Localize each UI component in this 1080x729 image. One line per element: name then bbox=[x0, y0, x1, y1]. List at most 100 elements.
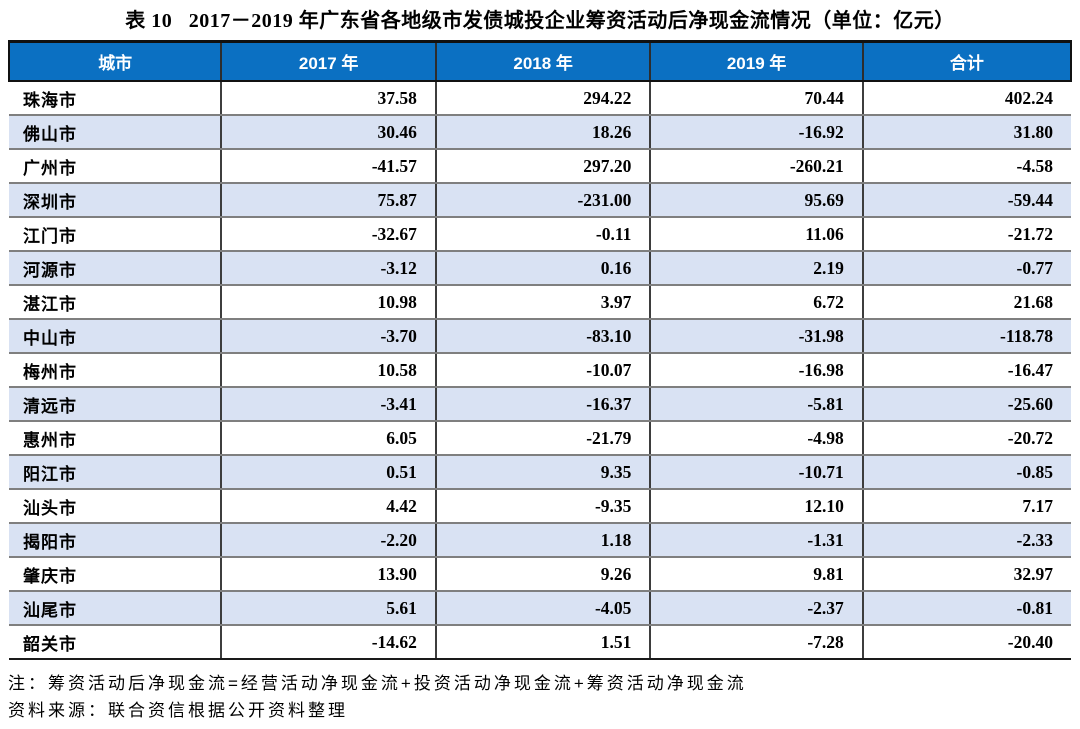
value-cell: 32.97 bbox=[861, 557, 1071, 592]
col-header-city: 城市 bbox=[7, 40, 222, 82]
table-row: 清远市 -3.41 -16.37 -5.81 -25.60 bbox=[9, 387, 1071, 422]
value-cell: 9.81 bbox=[649, 557, 863, 592]
city-cell: 清远市 bbox=[9, 387, 222, 422]
city-cell: 汕头市 bbox=[9, 489, 222, 524]
value-cell: 18.26 bbox=[434, 115, 651, 150]
city-cell: 佛山市 bbox=[9, 115, 222, 150]
value-cell: -7.28 bbox=[649, 625, 863, 660]
value-cell: -21.79 bbox=[434, 421, 651, 456]
value-cell: 2.19 bbox=[649, 251, 863, 286]
note-source: 资料来源：联合资信根据公开资料整理 bbox=[8, 701, 348, 720]
value-cell: 4.42 bbox=[220, 489, 436, 524]
value-cell: -10.71 bbox=[649, 455, 863, 490]
city-cell: 河源市 bbox=[9, 251, 222, 286]
city-cell: 韶关市 bbox=[9, 625, 222, 660]
value-cell: -4.98 bbox=[649, 421, 863, 456]
value-cell: 12.10 bbox=[649, 489, 863, 524]
value-cell: 6.05 bbox=[220, 421, 436, 456]
value-cell: -4.05 bbox=[434, 591, 651, 626]
note-formula: 注：筹资活动后净现金流=经营活动净现金流+投资活动净现金流+筹资活动净现金流 bbox=[8, 674, 747, 693]
value-cell: -0.77 bbox=[861, 251, 1071, 286]
value-cell: -25.60 bbox=[861, 387, 1071, 422]
col-header-total: 合计 bbox=[861, 40, 1073, 82]
table-body: 珠海市 37.58 294.22 70.44 402.24 佛山市 30.46 18.26 -1… bbox=[9, 81, 1071, 660]
value-cell: 13.90 bbox=[220, 557, 436, 592]
value-cell: 3.97 bbox=[434, 285, 651, 320]
value-cell: 95.69 bbox=[649, 183, 863, 218]
value-cell: -3.41 bbox=[220, 387, 436, 422]
value-cell: -9.35 bbox=[434, 489, 651, 524]
value-cell: -16.98 bbox=[649, 353, 863, 388]
value-cell: 31.80 bbox=[861, 115, 1071, 150]
value-cell: 1.18 bbox=[434, 523, 651, 558]
value-cell: -14.62 bbox=[220, 625, 436, 660]
table-row: 珠海市 37.58 294.22 70.44 402.24 bbox=[9, 81, 1071, 116]
value-cell: -59.44 bbox=[861, 183, 1071, 218]
table-row: 惠州市 6.05 -21.79 -4.98 -20.72 bbox=[9, 421, 1071, 456]
table-row: 河源市 -3.12 0.16 2.19 -0.77 bbox=[9, 251, 1071, 286]
value-cell: -3.70 bbox=[220, 319, 436, 354]
value-cell: 9.26 bbox=[434, 557, 651, 592]
col-header-2018: 2018 年 bbox=[434, 40, 651, 82]
table-row: 揭阳市 -2.20 1.18 -1.31 -2.33 bbox=[9, 523, 1071, 558]
value-cell: 10.58 bbox=[220, 353, 436, 388]
value-cell: 1.51 bbox=[434, 625, 651, 660]
city-cell: 深圳市 bbox=[9, 183, 222, 218]
value-cell: 6.72 bbox=[649, 285, 863, 320]
value-cell: 9.35 bbox=[434, 455, 651, 490]
value-cell: -5.81 bbox=[649, 387, 863, 422]
city-cell: 广州市 bbox=[9, 149, 222, 184]
value-cell: -31.98 bbox=[649, 319, 863, 354]
value-cell: 7.17 bbox=[861, 489, 1071, 524]
value-cell: -231.00 bbox=[434, 183, 651, 218]
table-row: 梅州市 10.58 -10.07 -16.98 -16.47 bbox=[9, 353, 1071, 388]
value-cell: 10.98 bbox=[220, 285, 436, 320]
value-cell: 70.44 bbox=[649, 81, 863, 116]
value-cell: -20.72 bbox=[861, 421, 1071, 456]
table-row: 中山市 -3.70 -83.10 -31.98 -118.78 bbox=[9, 319, 1071, 354]
table-row: 深圳市 75.87 -231.00 95.69 -59.44 bbox=[9, 183, 1071, 218]
value-cell: -32.67 bbox=[220, 217, 436, 252]
value-cell: 5.61 bbox=[220, 591, 436, 626]
table-row: 肇庆市 13.90 9.26 9.81 32.97 bbox=[9, 557, 1071, 592]
value-cell: -41.57 bbox=[220, 149, 436, 184]
value-cell: -16.37 bbox=[434, 387, 651, 422]
col-header-2017: 2017 年 bbox=[220, 40, 436, 82]
value-cell: -21.72 bbox=[861, 217, 1071, 252]
table-row: 汕头市 4.42 -9.35 12.10 7.17 bbox=[9, 489, 1071, 524]
value-cell: -20.40 bbox=[861, 625, 1071, 660]
city-cell: 惠州市 bbox=[9, 421, 222, 456]
value-cell: -16.92 bbox=[649, 115, 863, 150]
value-cell: -0.11 bbox=[434, 217, 651, 252]
table-row: 阳江市 0.51 9.35 -10.71 -0.85 bbox=[9, 455, 1071, 490]
city-cell: 揭阳市 bbox=[9, 523, 222, 558]
city-cell: 江门市 bbox=[9, 217, 222, 252]
value-cell: -0.81 bbox=[861, 591, 1071, 626]
table-row: 广州市 -41.57 297.20 -260.21 -4.58 bbox=[9, 149, 1071, 184]
value-cell: 11.06 bbox=[649, 217, 863, 252]
value-cell: -2.20 bbox=[220, 523, 436, 558]
value-cell: -2.33 bbox=[861, 523, 1071, 558]
value-cell: 0.51 bbox=[220, 455, 436, 490]
table-title: 表 10 2017－2019 年广东省各地级市发债城投企业筹资活动后净现金流情况… bbox=[125, 10, 955, 32]
table-row: 汕尾市 5.61 -4.05 -2.37 -0.81 bbox=[9, 591, 1071, 626]
footnotes: 注：筹资活动后净现金流=经营活动净现金流+投资活动净现金流+筹资活动净现金流 资… bbox=[8, 670, 1072, 724]
table-row: 佛山市 30.46 18.26 -16.92 31.80 bbox=[9, 115, 1071, 150]
value-cell: 75.87 bbox=[220, 183, 436, 218]
city-cell: 珠海市 bbox=[9, 81, 222, 116]
value-cell: 30.46 bbox=[220, 115, 436, 150]
value-cell: -3.12 bbox=[220, 251, 436, 286]
header-row: 城市 2017 年 2018 年 2019 年 合计 bbox=[7, 40, 1073, 82]
city-cell: 阳江市 bbox=[9, 455, 222, 490]
table-row: 湛江市 10.98 3.97 6.72 21.68 bbox=[9, 285, 1071, 320]
value-cell: 37.58 bbox=[220, 81, 436, 116]
value-cell: -2.37 bbox=[649, 591, 863, 626]
value-cell: 21.68 bbox=[861, 285, 1071, 320]
city-cell: 湛江市 bbox=[9, 285, 222, 320]
value-cell: -118.78 bbox=[861, 319, 1071, 354]
city-cell: 肇庆市 bbox=[9, 557, 222, 592]
value-cell: -0.85 bbox=[861, 455, 1071, 490]
value-cell: 294.22 bbox=[434, 81, 651, 116]
value-cell: -16.47 bbox=[861, 353, 1071, 388]
